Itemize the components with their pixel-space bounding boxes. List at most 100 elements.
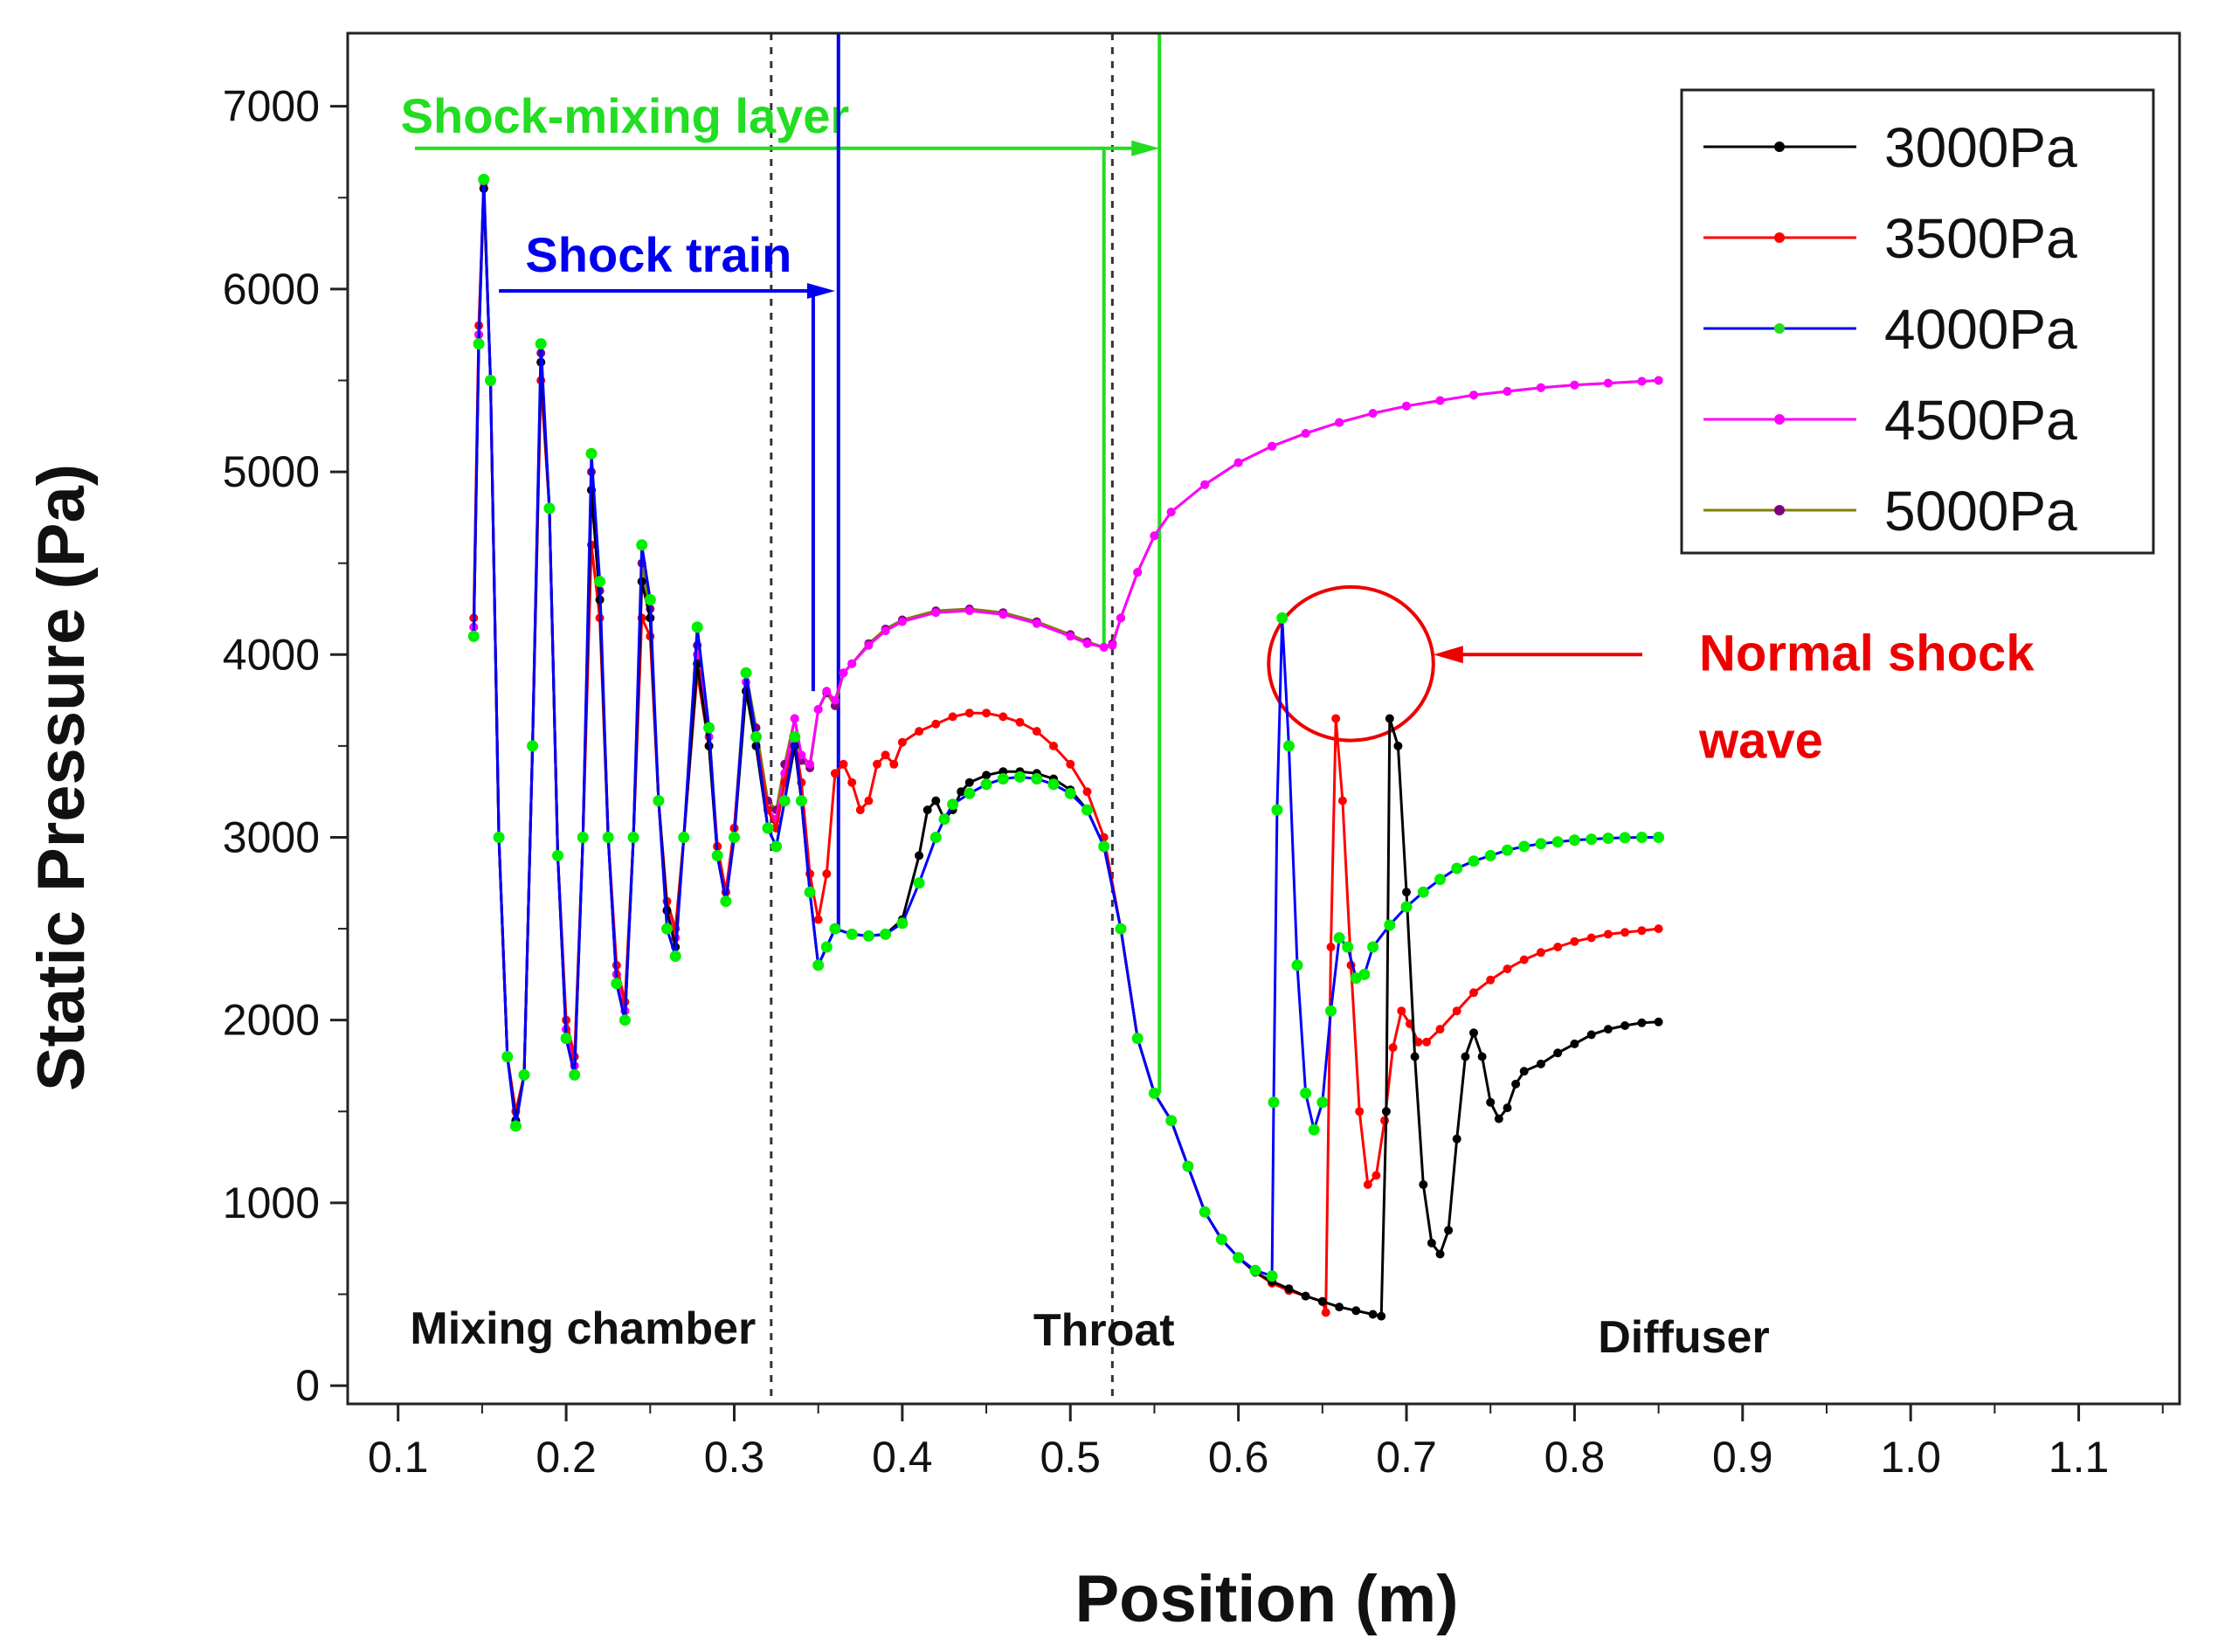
x-tick-label: 0.1 — [368, 1433, 429, 1482]
series-point-3000Pa — [1402, 888, 1411, 897]
series-overlay-point-4000Pa — [1635, 832, 1648, 843]
series-point-4500Pa — [1133, 568, 1143, 577]
series-point-4500Pa — [1233, 458, 1243, 467]
series-overlay-point-4000Pa — [846, 928, 858, 940]
series-overlay-point-4000Pa — [896, 917, 909, 930]
legend-marker — [1774, 142, 1785, 152]
series-overlay-point-4000Pa — [711, 849, 723, 861]
series-overlay-point-4000Pa — [569, 1068, 581, 1081]
series-point-3500Pa — [822, 869, 832, 879]
normal-shock-label-line2: wave — [1698, 712, 1823, 769]
y-tick-label: 0 — [295, 1361, 320, 1410]
series-overlay-point-4000Pa — [644, 594, 656, 605]
series-point-4500Pa — [797, 750, 806, 760]
series-point-3500Pa — [1603, 930, 1613, 939]
series-point-3000Pa — [931, 796, 941, 805]
series-overlay-point-4000Pa — [1115, 923, 1127, 935]
series-overlay-markers-4000Pa — [467, 173, 1665, 1282]
series-point-3000Pa — [1570, 1039, 1579, 1048]
series-overlay-point-4000Pa — [1271, 804, 1283, 816]
legend: 3000Pa 3500Pa 4000Pa 4500Pa 5000Pa — [1680, 88, 2155, 555]
x-tick-label: 0.7 — [1376, 1433, 1437, 1482]
series-overlay-point-4000Pa — [577, 832, 589, 843]
series-point-3000Pa — [1284, 1284, 1294, 1294]
series-overlay-point-4000Pa — [1367, 941, 1379, 953]
x-tick-label: 0.5 — [1040, 1433, 1101, 1482]
series-point-3500Pa — [1331, 714, 1341, 723]
series-point-3500Pa — [1519, 955, 1529, 964]
legend-item-4000Pa: 4000Pa — [1703, 298, 2077, 361]
series-point-3000Pa — [1385, 714, 1394, 723]
series-overlay-point-4000Pa — [1325, 1005, 1337, 1017]
series-overlay-point-4000Pa — [1064, 787, 1076, 799]
series-point-3500Pa — [931, 719, 941, 729]
series-overlay-point-4000Pa — [501, 1051, 514, 1062]
series-overlay-point-4000Pa — [947, 798, 959, 811]
series-point-3500Pa — [1326, 943, 1336, 951]
series-point-4500Pa — [1108, 640, 1117, 650]
series-overlay-point-4000Pa — [1047, 778, 1060, 791]
series-overlay-point-4000Pa — [1165, 1115, 1178, 1127]
series-point-3500Pa — [1422, 1037, 1432, 1047]
series-overlay-point-4000Pa — [485, 375, 496, 386]
series-point-3000Pa — [1477, 1052, 1487, 1061]
series-overlay-point-4000Pa — [1291, 959, 1303, 971]
series-point-3500Pa — [1586, 933, 1596, 943]
x-tick-label: 1.1 — [2049, 1433, 2110, 1482]
y-tick-label: 3000 — [223, 812, 320, 861]
series-point-4500Pa — [1402, 401, 1411, 411]
series-overlay-point-4000Pa — [1215, 1234, 1227, 1246]
series-point-3500Pa — [1337, 796, 1347, 805]
series-point-3000Pa — [1419, 1180, 1428, 1189]
series-overlay-point-4000Pa — [1199, 1206, 1211, 1218]
series-point-4500Pa — [897, 617, 907, 626]
series-point-3000Pa — [1503, 1103, 1512, 1113]
series-point-3000Pa — [1368, 1310, 1378, 1319]
region-label-throat: Throat — [1033, 1305, 1175, 1356]
series-overlay-point-4000Pa — [703, 722, 715, 734]
legend-marker — [1774, 414, 1785, 425]
series-point-3000Pa — [1511, 1079, 1521, 1089]
series-overlay-point-4000Pa — [862, 930, 874, 942]
series-point-3500Pa — [1066, 759, 1075, 769]
series-overlay-point-4000Pa — [1300, 1087, 1312, 1099]
x-tick-label: 0.8 — [1544, 1433, 1606, 1482]
series-point-3000Pa — [915, 851, 924, 861]
x-tick-label: 0.6 — [1208, 1433, 1269, 1482]
series-overlay-point-4000Pa — [602, 832, 614, 843]
series-overlay-point-4000Pa — [778, 795, 791, 807]
series-point-3500Pa — [1486, 975, 1496, 985]
series-overlay-point-4000Pa — [543, 502, 556, 515]
series-overlay-point-4000Pa — [1451, 862, 1463, 874]
normal-shock-circle — [1267, 584, 1435, 743]
series-point-4500Pa — [1166, 508, 1176, 517]
series-point-4500Pa — [847, 659, 857, 668]
series-point-4500Pa — [1570, 380, 1579, 390]
shock-mixing-arrowhead — [1131, 140, 1160, 156]
series-overlay-point-4000Pa — [1400, 901, 1413, 913]
series-overlay-point-4000Pa — [1551, 836, 1564, 848]
series-overlay-point-4000Pa — [997, 773, 1009, 785]
series-point-3000Pa — [922, 805, 932, 815]
series-overlay-point-4000Pa — [1484, 849, 1496, 861]
series-point-3500Pa — [897, 737, 907, 747]
series-point-3500Pa — [1049, 741, 1058, 750]
series-point-3500Pa — [847, 778, 857, 787]
series-point-3000Pa — [1381, 1107, 1391, 1116]
series-point-4500Pa — [998, 610, 1008, 619]
legend-item-4500Pa: 4500Pa — [1703, 389, 2077, 452]
series-overlay-point-4000Pa — [1358, 968, 1371, 980]
x-tick-label: 1.0 — [1880, 1433, 1941, 1482]
y-axis-title: Static Pressure (Pa) — [24, 464, 99, 1091]
series-point-4500Pa — [1032, 619, 1041, 628]
series-point-4500Pa — [830, 695, 840, 705]
series-overlay-point-4000Pa — [1535, 838, 1547, 850]
y-tick-label: 1000 — [223, 1179, 320, 1227]
series-point-3500Pa — [1570, 937, 1579, 946]
series-point-4500Pa — [1503, 387, 1512, 396]
series-overlay-point-4000Pa — [585, 447, 598, 460]
legend-item-5000Pa: 5000Pa — [1703, 480, 2077, 543]
series-point-3500Pa — [964, 708, 974, 718]
series-point-3000Pa — [1435, 1249, 1445, 1259]
series-point-4500Pa — [790, 714, 799, 723]
